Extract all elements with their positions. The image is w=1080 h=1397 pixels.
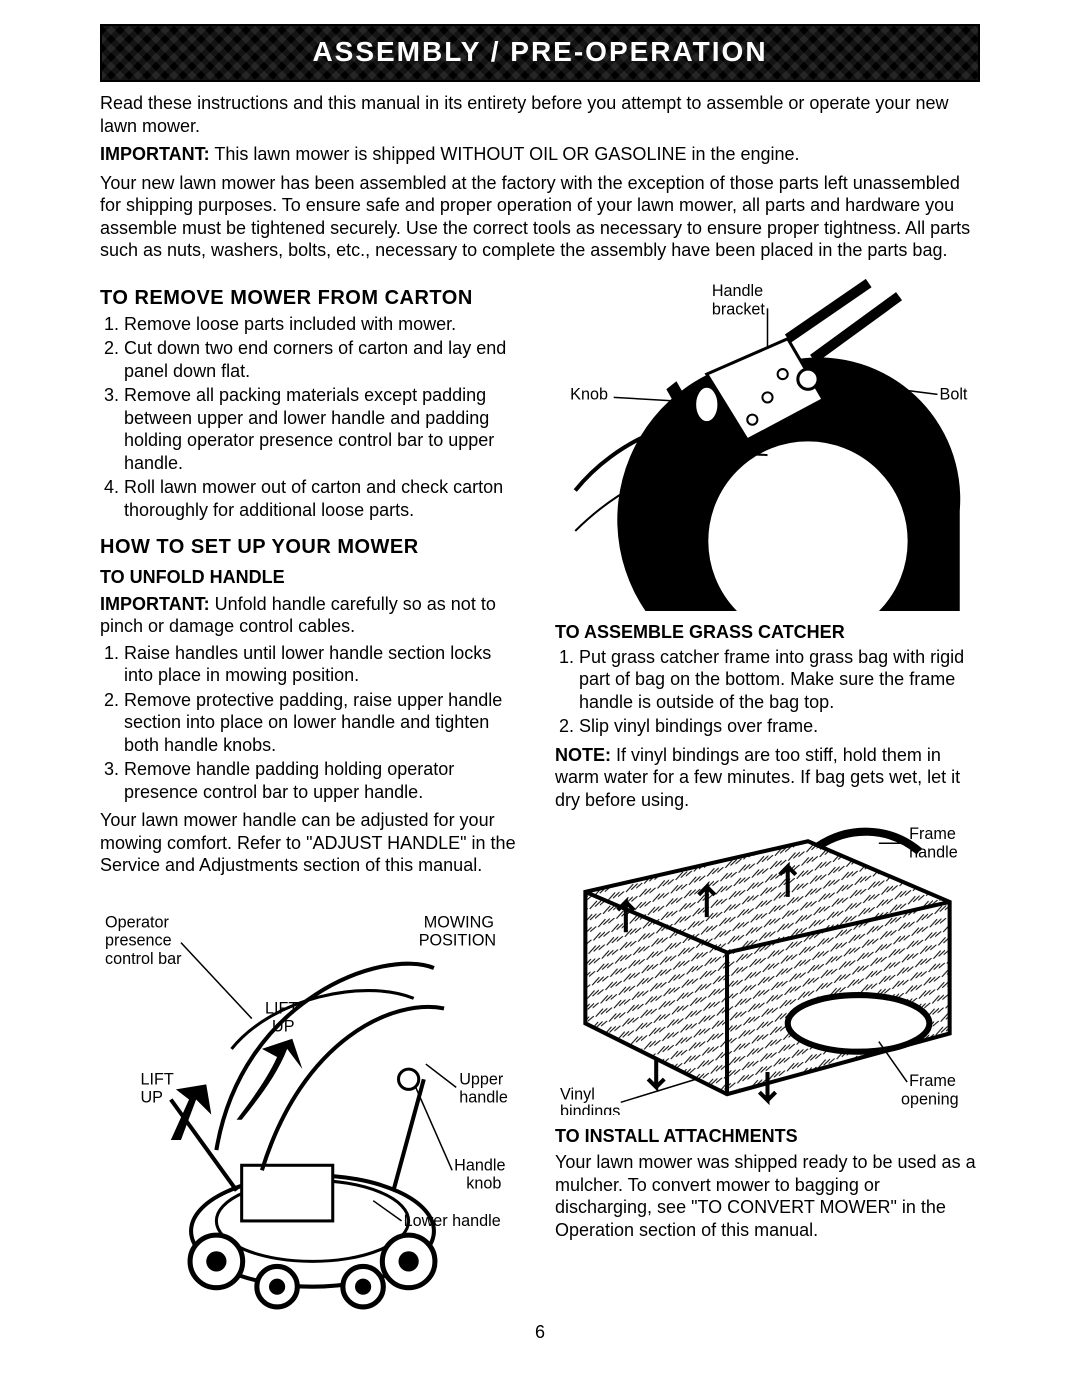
svg-text:presence: presence [105,931,172,949]
bracket-diagram-svg: Handle bracket Knob Bolt [555,278,980,612]
unfold-tail-paragraph: Your lawn mower handle can be adjusted f… [100,809,525,877]
unfold-diagram-svg: Operator presence control bar MOWING POS… [100,887,525,1312]
figure-grass-catcher: Frame handle Vinyl bindings Frame openin… [555,815,980,1118]
heading-unfold-handle: TO UNFOLD HANDLE [100,566,525,589]
intro-paragraph-2: IMPORTANT: This lawn mower is shipped WI… [100,143,980,166]
unfold-steps: Raise handles until lower handle section… [100,642,525,804]
svg-text:bracket: bracket [712,300,766,318]
grass-catcher-steps: Put grass catcher frame into grass bag w… [555,646,980,738]
svg-text:bindings: bindings [560,1103,620,1115]
label-upper-handle: Upper [459,1070,504,1088]
intro-paragraph-2-rest: This lawn mower is shipped WITHOUT OIL O… [210,144,800,164]
label-frame-opening: Frame [909,1073,956,1091]
note-label: NOTE: [555,745,611,765]
list-item: Remove handle padding holding operator p… [124,758,525,803]
svg-text:UP: UP [140,1088,163,1106]
label-vinyl-bindings: Vinyl [560,1086,595,1104]
unfold-important: IMPORTANT: Unfold handle carefully so as… [100,593,525,638]
svg-text:POSITION: POSITION [419,931,496,949]
list-item: Remove loose parts included with mower. [124,313,525,336]
page-number: 6 [100,1322,980,1343]
left-column: TO REMOVE MOWER FROM CARTON Remove loose… [100,272,525,1316]
important-label: IMPORTANT: [100,594,210,614]
right-column: Handle bracket Knob Bolt TO ASSEMBLE GRA… [555,272,980,1316]
label-bolt: Bolt [940,385,968,403]
figure-handle-bracket: Handle bracket Knob Bolt [555,272,980,616]
intro-paragraph-1: Read these instructions and this manual … [100,92,980,137]
svg-text:control bar: control bar [105,949,182,967]
remove-mower-steps: Remove loose parts included with mower. … [100,313,525,522]
label-handle-bracket: Handle [712,282,763,300]
label-lower-handle: Lower handle [404,1211,501,1229]
section-header: ASSEMBLY / PRE-OPERATION [100,24,980,82]
grass-note-rest: If vinyl bindings are too stiff, hold th… [555,745,960,810]
list-item: Remove protective padding, raise upper h… [124,689,525,757]
heading-assemble-grass-catcher: TO ASSEMBLE GRASS CATCHER [555,621,980,644]
label-knob: Knob [570,385,608,403]
intro-paragraph-3: Your new lawn mower has been assembled a… [100,172,980,262]
grass-bag-svg: Frame handle Vinyl bindings Frame openin… [555,821,980,1114]
list-item: Raise handles until lower handle section… [124,642,525,687]
list-item: Roll lawn mower out of carton and check … [124,476,525,521]
label-operator-presence: Operator [105,913,169,931]
svg-text:handle: handle [459,1088,508,1106]
list-item: Cut down two end corners of carton and l… [124,337,525,382]
label-frame-handle: Frame [909,826,956,844]
list-item: Slip vinyl bindings over frame. [579,715,980,738]
list-item: Put grass catcher frame into grass bag w… [579,646,980,714]
label-mowing-position: MOWING [424,913,494,931]
grass-catcher-note: NOTE: If vinyl bindings are too stiff, h… [555,744,980,812]
svg-text:knob: knob [466,1174,501,1192]
columns: TO REMOVE MOWER FROM CARTON Remove loose… [100,272,980,1316]
heading-install-attachments: TO INSTALL ATTACHMENTS [555,1125,980,1148]
label-lift-up-a: LIFT [265,999,298,1017]
figure-unfold-handle: Operator presence control bar MOWING POS… [100,881,525,1316]
label-handle-knob: Handle [454,1156,505,1174]
important-label: IMPORTANT: [100,144,210,164]
intro-block: Read these instructions and this manual … [100,92,980,262]
heading-remove-mower: TO REMOVE MOWER FROM CARTON [100,286,525,311]
svg-text:opening: opening [901,1091,959,1109]
heading-setup-mower: HOW TO SET UP YOUR MOWER [100,535,525,560]
list-item: Remove all packing materials except padd… [124,384,525,474]
label-lift-up-b: LIFT [140,1070,173,1088]
svg-text:handle: handle [909,844,958,862]
install-attachments-paragraph: Your lawn mower was shipped ready to be … [555,1151,980,1241]
document-page: ASSEMBLY / PRE-OPERATION Read these inst… [0,0,1080,1383]
svg-text:UP: UP [272,1017,295,1035]
